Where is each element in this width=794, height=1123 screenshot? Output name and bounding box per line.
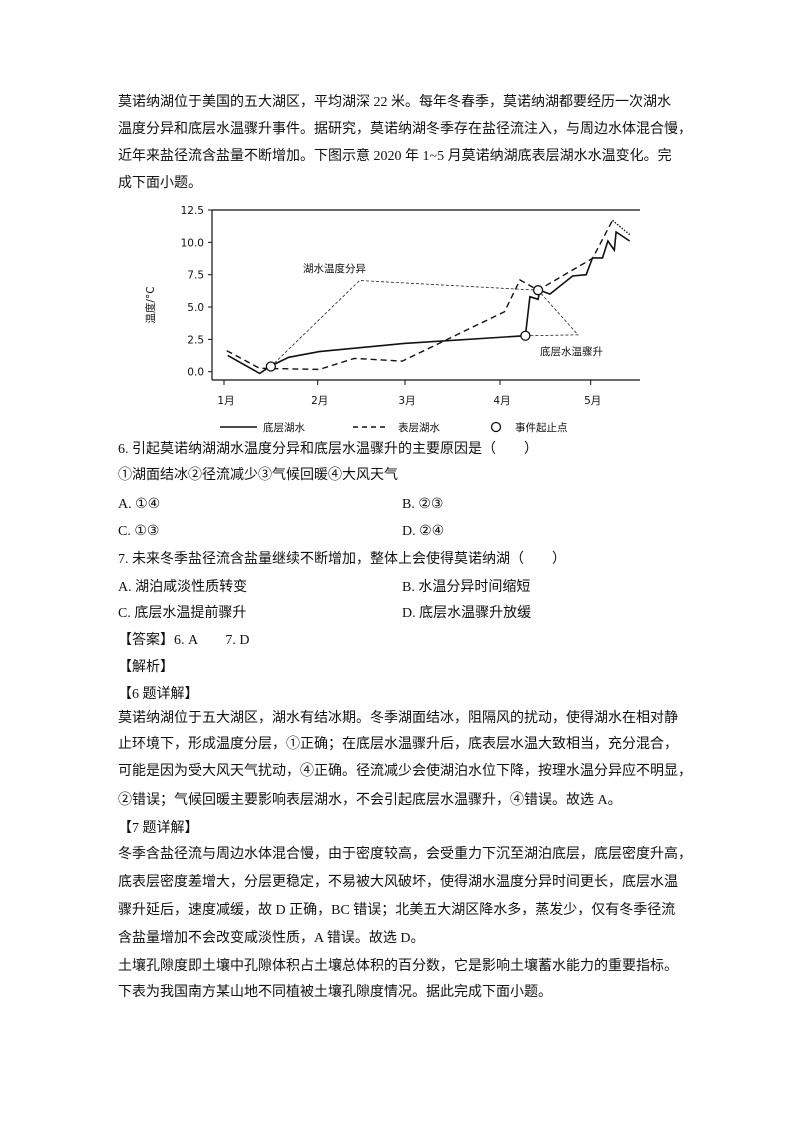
series-surface-water-line [226,219,614,371]
q7-detail-line: 冬季含盐径流与周边水体混合慢，由于密度较高，会受重力下沉至湖泊底层，底层密度升高… [118,847,692,862]
x-tick-label: 2月 [311,395,328,407]
q6-option-c[interactable]: C. ①③ [118,524,160,539]
annotation-stratification: 湖水温度分异 [303,262,366,275]
y-tick-label: 2.5 [187,334,204,346]
event-marker [520,330,531,341]
annotation-bottom-rise: 底层水温骤升 [540,345,603,358]
legend-label-surface: 表层湖水 [398,421,440,434]
series-surface-water-line-end [612,219,631,236]
legend: 底层湖水 表层湖水 事件起止点 [220,421,568,434]
legend-event-marker [490,421,502,433]
q7-option-d[interactable]: D. 底层水温骤升放缓 [402,606,532,621]
q6-detail-line: 止环境下，形成温度分层，①正确；在底层水温骤升后，底表层水温大致相当，充分混合， [118,737,678,752]
x-tick-label: 1月 [217,395,234,407]
intro-line: 莫诺纳湖位于美国的五大湖区，平均湖深 22 米。每年冬春季，莫诺纳湖都要经历一次… [118,95,671,110]
q6-option-a[interactable]: A. ①④ [118,497,161,512]
intro-line: 成下面小题。 [118,176,202,191]
q7-detail-line: 骤升延后，速度减缓，故 D 正确，BC 错误；北美五大湖区降水多，蒸发少，仅有冬… [118,903,676,918]
q7-detail-title: 【7 题详解】 [118,821,199,836]
intro-line: 近年来盐径流含盐量不断增加。下图示意 2020 年 1~5 月莫诺纳湖底表层湖水… [118,149,672,164]
legend-label-bottom: 底层湖水 [263,421,305,434]
x-tick-label: 4月 [493,395,510,407]
q7-option-a[interactable]: A. 湖泊咸淡性质转变 [118,580,248,595]
q7-detail-line: 底表层密度差增大，分层更稳定，不易被大风破坏，使得湖水温度分异时间更长，底层水温 [118,875,678,890]
q6-detail-title: 【6 题详解】 [118,687,199,702]
y-tick-label: 12.5 [181,205,204,217]
q6-detail-line: 莫诺纳湖位于五大湖区，湖水有结冰期。冬季湖面结冰，阻隔风的扰动，使得湖水在相对静 [118,711,678,726]
legend-label-event: 事件起止点 [515,421,568,434]
y-tick-label: 0.0 [187,367,204,379]
q7-detail-line: 含盐量增加不会改变咸淡性质，A 错误。故选 D。 [118,931,425,946]
annotation-leader-stratification [270,280,539,367]
q6-detail-line: 可能是因为受大风天气扰动，④正确。径流减少会使湖泊水位下降，按理水温分异应不明显… [118,764,692,779]
q7-option-b[interactable]: B. 水温分异时间缩短 [402,580,531,595]
next-intro-line: 下表为我国南方某山地不同植被土壤孔隙度情况。据此完成下面小题。 [118,985,552,1000]
q6-option-b[interactable]: B. ②③ [402,497,444,512]
answer: 【答案】6. A 7. D [118,633,250,648]
analysis-heading: 【解析】 [118,660,174,675]
water-temperature-chart: 0.0 2.5 5.0 7.5 10.0 12.5 1月 2月 3月 4月 5月 温度/°C 湖水温… [144,205,640,434]
intro-line: 温度分异和底层水温骤升事件。据研究，莫诺纳湖冬季存在盐径流注入，与周边水体混合慢… [118,122,692,137]
x-tick-label: 5月 [584,395,601,407]
y-tick-label: 10.0 [181,237,204,249]
q6-option-d[interactable]: D. ②④ [402,524,445,539]
q7-stem: 7. 未来冬季盐径流含盐量继续不断增加，整体上会使得莫诺纳湖（ ） [118,552,566,567]
q6-detail-line: ②错误；气候回暖主要影响表层湖水，不会引起底层水温骤升，④错误。故选 A。 [118,793,622,808]
q6-items: ①湖面结冰②径流减少③气候回暖④大风天气 [118,468,398,483]
event-marker [265,361,277,372]
next-intro-line: 土壤孔隙度即土壤中孔隙体积占土壤总体积的百分数，它是影响土壤蓄水能力的重要指标。 [118,959,678,974]
event-marker [532,285,544,296]
annotation-leader-bottom-rise [525,289,579,337]
y-tick-label: 5.0 [187,302,204,314]
q6-stem: 6. 引起莫诺纳湖湖水温度分异和底层水温骤升的主要原因是（ ） [118,442,538,457]
x-tick-label: 3月 [398,395,415,407]
y-axis-label: 温度/°C [144,286,157,323]
y-tick-label: 7.5 [187,270,204,282]
q7-option-c[interactable]: C. 底层水温提前骤升 [118,606,247,621]
